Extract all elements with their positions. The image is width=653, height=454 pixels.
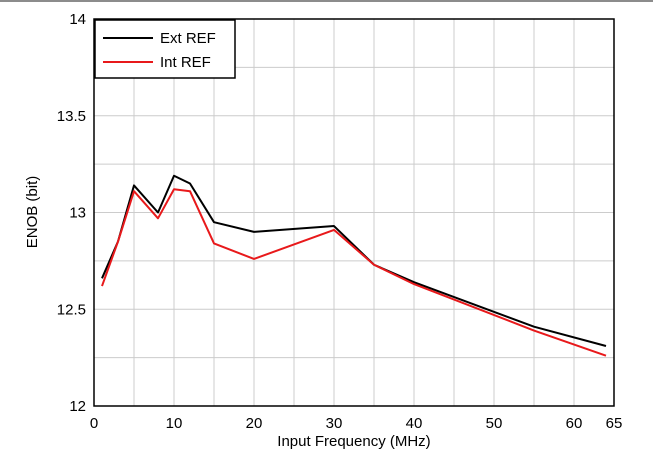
y-axis-title: ENOB (bit) [24,176,41,249]
series-lines [101,174,607,357]
y-tick-label: 12 [69,398,86,415]
x-axis-ticks: 0 10 20 30 40 50 60 65 [90,415,623,432]
x-tick-label: 30 [326,415,343,432]
x-tick-label: 40 [406,415,423,432]
y-axis-ticks: 12 12.5 13 13.5 14 [57,11,86,415]
series-line-ext-ref [101,174,607,347]
legend-label-ext-ref: Ext REF [160,30,216,47]
x-tick-label: 0 [90,415,98,432]
x-tick-label: 50 [486,415,503,432]
x-tick-label: 20 [246,415,263,432]
legend-label-int-ref: Int REF [160,54,211,71]
x-axis-title: Input Frequency (MHz) [277,433,430,450]
y-tick-label: 14 [69,11,86,28]
x-tick-label: 65 [606,415,623,432]
series-line-int-ref [101,188,607,357]
plot-frame [93,18,615,407]
y-tick-label: 13.5 [57,108,86,125]
legend-box [94,19,236,79]
top-rule [0,0,653,2]
legend: Ext REF Int REF [94,19,236,79]
y-tick-label: 12.5 [57,301,86,318]
x-tick-label: 10 [166,415,183,432]
y-tick-label: 13 [69,205,86,222]
grid-lines [94,19,614,406]
x-tick-label: 60 [566,415,583,432]
